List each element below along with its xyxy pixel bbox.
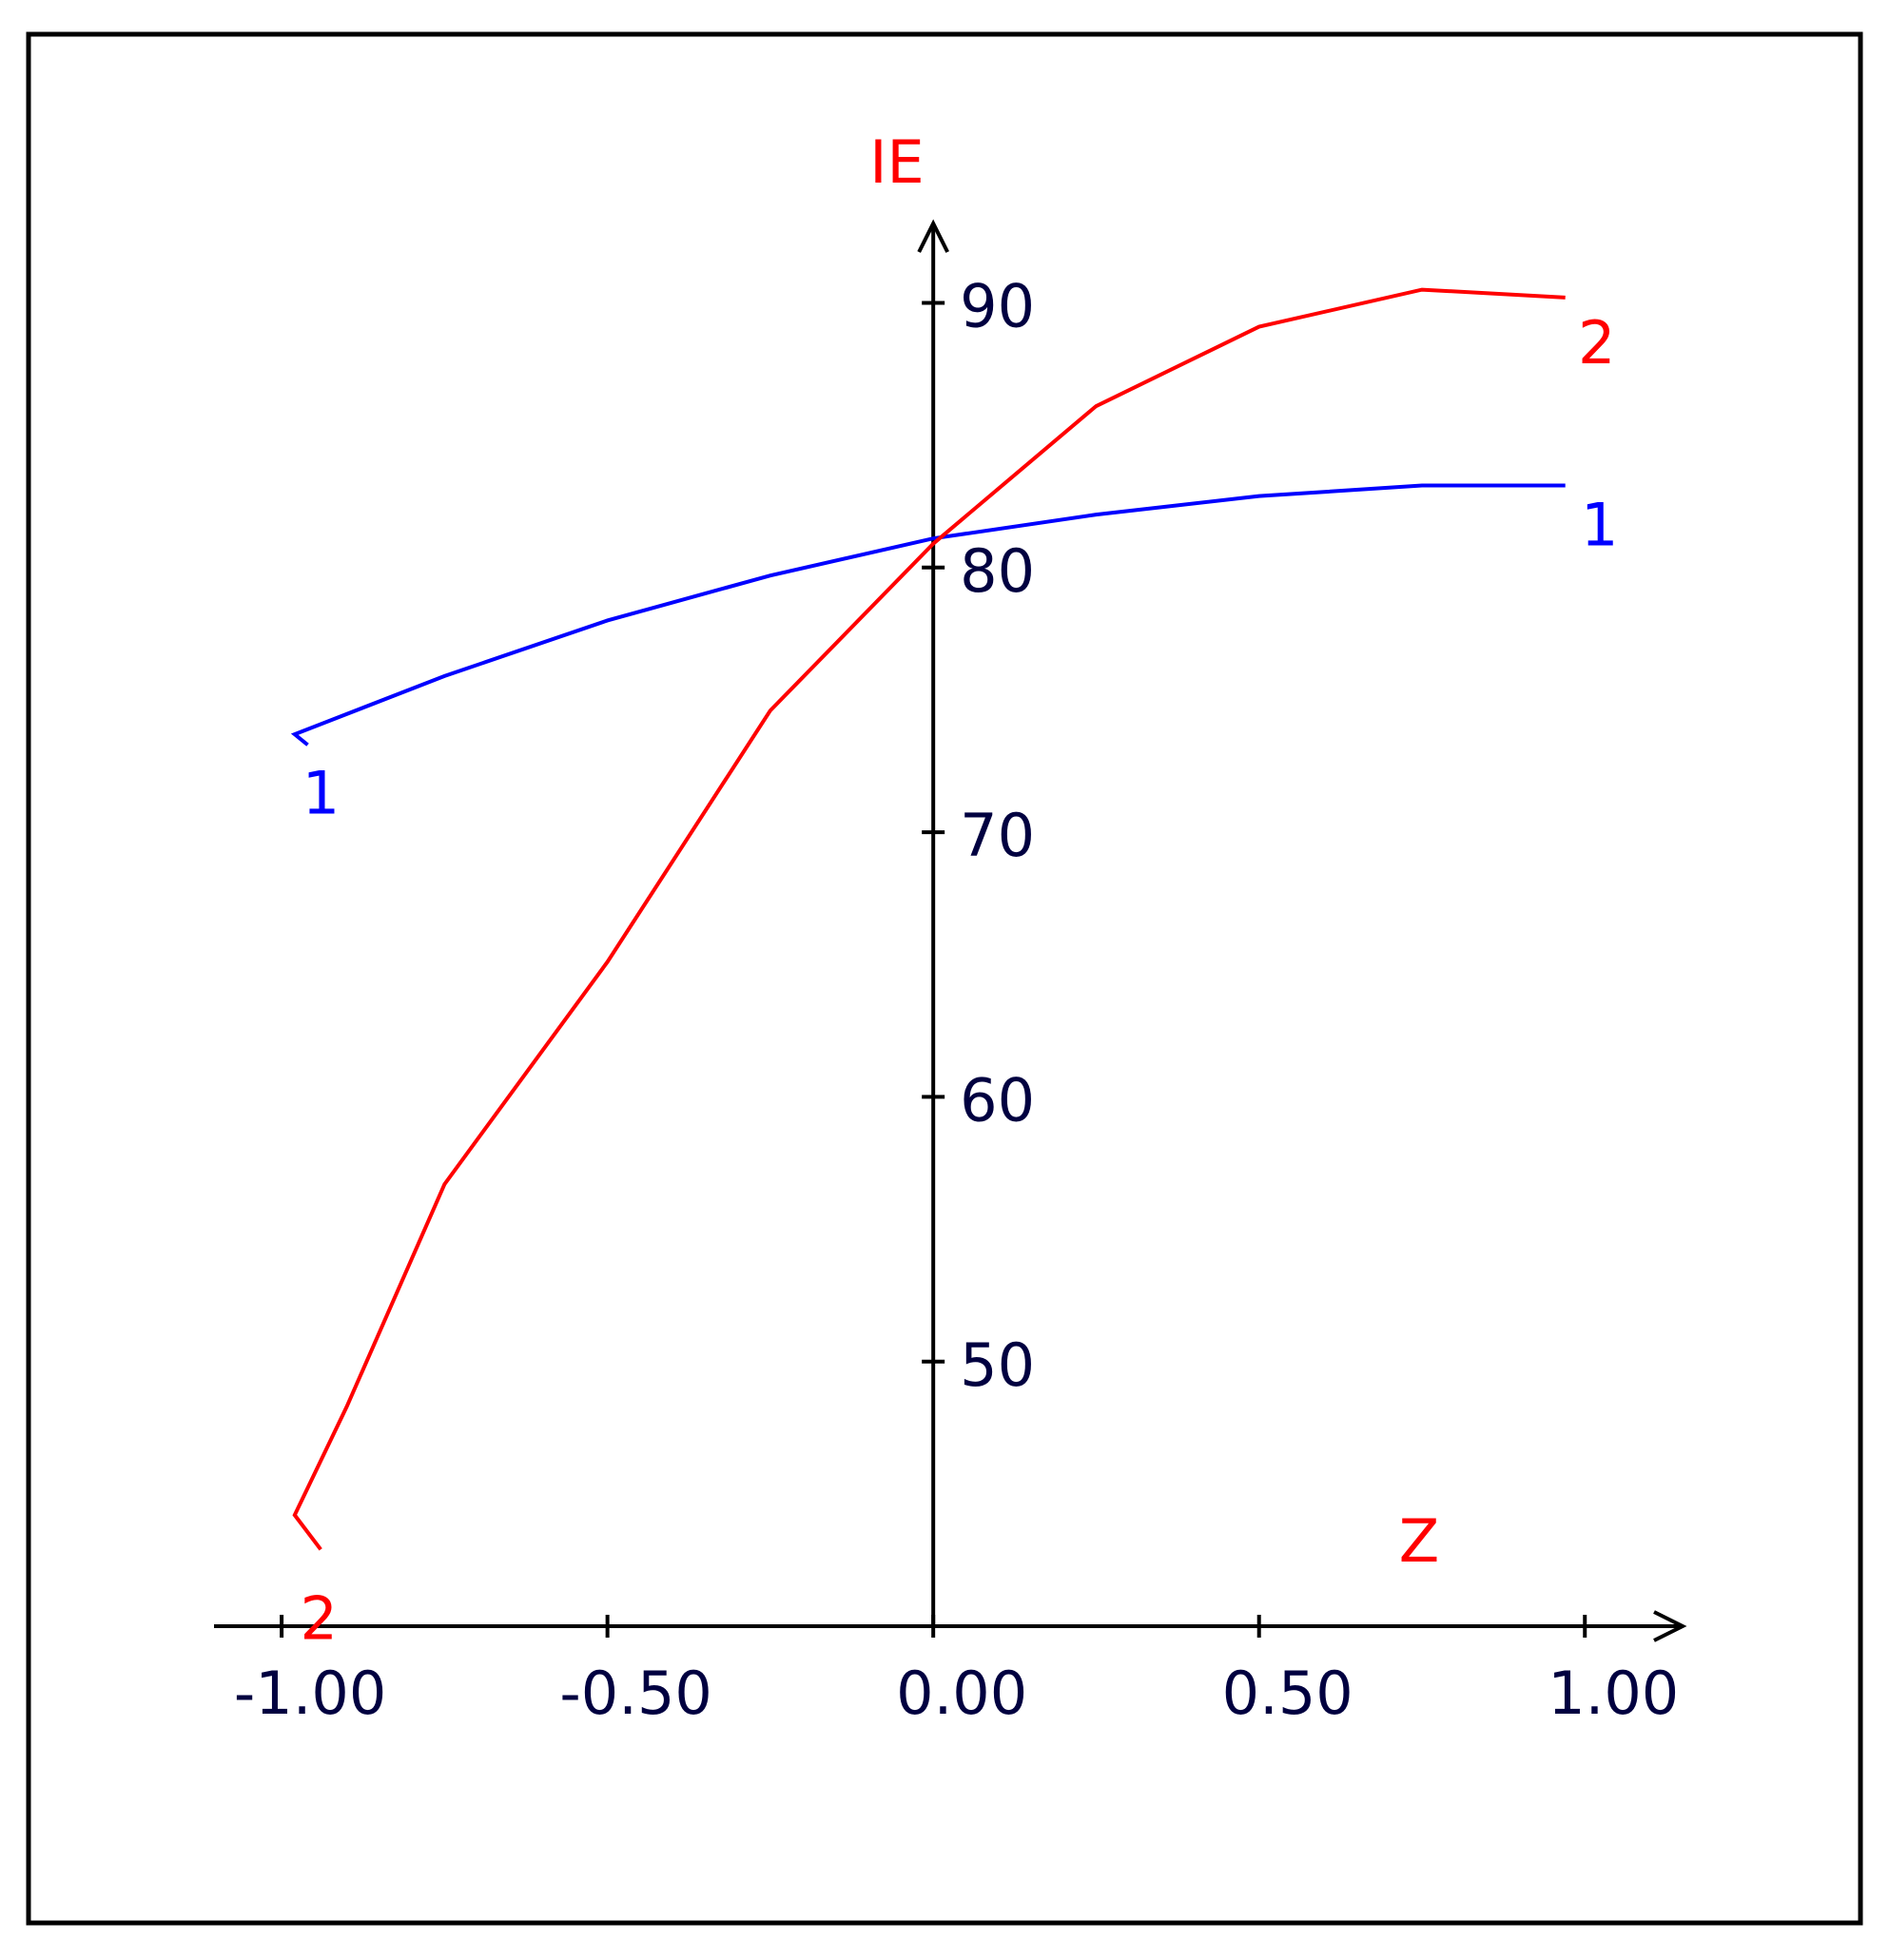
y-tick-label: 90 [960,272,1035,341]
series-label: 1 [302,758,340,827]
series-line [290,483,1566,747]
x-tick-label: -1.00 [234,1659,386,1728]
frame [26,31,1863,1926]
y-tick-label: 80 [960,536,1035,606]
y-axis-arrow [917,219,949,253]
series-label: 1 [1581,491,1618,560]
x-axis-arrow [1653,1610,1687,1642]
series-label: 2 [1578,308,1615,378]
series-label: 2 [300,1583,337,1653]
y-tick-label: 60 [960,1065,1035,1135]
x-tick-label: -0.50 [559,1659,711,1728]
y-axis-label: IE [869,127,924,197]
series-line [292,287,1566,1551]
y-tick-label: 50 [960,1330,1035,1400]
x-tick-label: 0.00 [896,1659,1027,1728]
x-tick-label: 1.00 [1548,1659,1679,1728]
y-tick-label: 70 [960,801,1035,870]
x-tick-label: 0.50 [1222,1659,1353,1728]
x-axis-label: Z [1399,1506,1439,1576]
